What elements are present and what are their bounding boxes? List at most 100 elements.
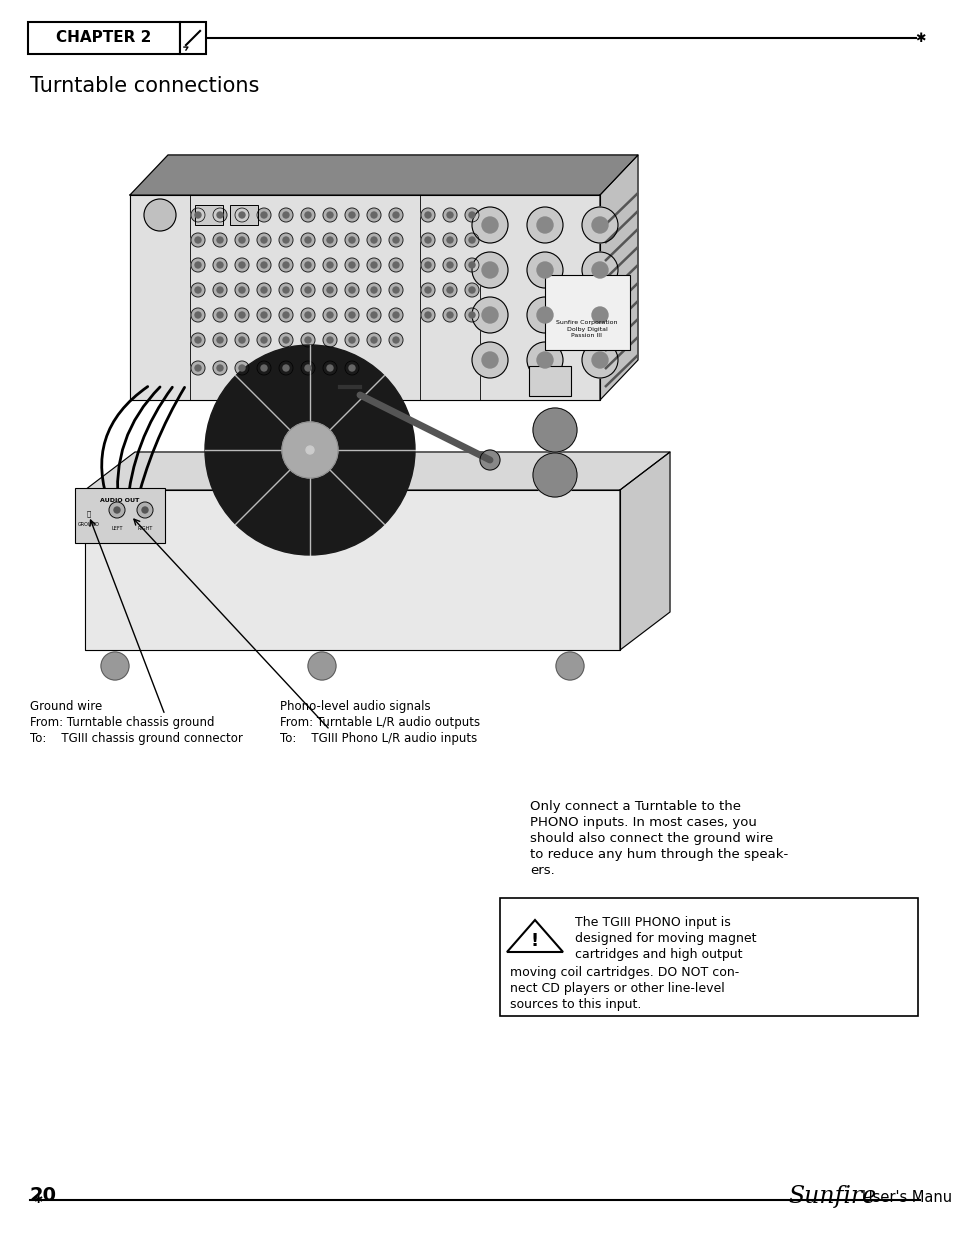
Circle shape [464,233,478,247]
Text: Turntable connections: Turntable connections [30,77,259,96]
FancyBboxPatch shape [75,488,165,543]
Circle shape [301,361,314,375]
Polygon shape [85,452,669,490]
Circle shape [345,361,358,375]
Circle shape [234,361,249,375]
Circle shape [464,258,478,272]
Circle shape [191,333,205,347]
Circle shape [308,652,335,680]
Circle shape [556,652,583,680]
Circle shape [113,508,120,513]
Circle shape [301,283,314,296]
Circle shape [345,333,358,347]
Text: Sunfire: Sunfire [787,1186,875,1209]
Circle shape [327,212,333,219]
Circle shape [537,262,553,278]
Circle shape [191,283,205,296]
Circle shape [234,207,249,222]
Circle shape [234,333,249,347]
Polygon shape [599,156,638,400]
Circle shape [447,237,453,243]
Circle shape [371,337,376,343]
Circle shape [581,342,618,378]
Circle shape [464,308,478,322]
FancyBboxPatch shape [230,205,257,225]
Text: Sunfire Corporation
Dolby Digital
Passion III: Sunfire Corporation Dolby Digital Passio… [556,320,618,338]
Circle shape [194,262,201,268]
Circle shape [424,312,431,317]
Text: To:    TGIII chassis ground connector: To: TGIII chassis ground connector [30,732,243,745]
Circle shape [349,312,355,317]
Circle shape [144,199,175,231]
Circle shape [239,312,245,317]
Circle shape [283,262,289,268]
Circle shape [261,212,267,219]
Circle shape [216,212,223,219]
Text: ✱: ✱ [914,32,924,44]
Circle shape [442,283,456,296]
Polygon shape [130,195,599,400]
Circle shape [526,296,562,333]
Circle shape [581,207,618,243]
Circle shape [234,308,249,322]
Circle shape [301,258,314,272]
Text: From: Turntable chassis ground: From: Turntable chassis ground [30,716,214,729]
Circle shape [481,308,497,324]
Circle shape [389,233,402,247]
Circle shape [442,258,456,272]
Circle shape [278,233,293,247]
Circle shape [424,212,431,219]
Circle shape [256,283,271,296]
Circle shape [472,207,507,243]
Text: nect CD players or other line-level: nect CD players or other line-level [510,982,724,995]
Text: !: ! [531,932,538,950]
Circle shape [256,333,271,347]
Circle shape [420,283,435,296]
Circle shape [278,361,293,375]
Circle shape [327,237,333,243]
Circle shape [323,361,336,375]
Circle shape [371,212,376,219]
Circle shape [447,287,453,293]
Circle shape [234,283,249,296]
Circle shape [239,237,245,243]
Circle shape [424,262,431,268]
Circle shape [424,287,431,293]
Text: PHONO inputs. In most cases, you: PHONO inputs. In most cases, you [530,816,756,829]
Text: cartridges and high output: cartridges and high output [575,948,741,961]
Circle shape [592,308,607,324]
Circle shape [371,237,376,243]
Circle shape [306,446,314,454]
Circle shape [367,207,380,222]
Polygon shape [506,920,562,952]
Circle shape [213,333,227,347]
Circle shape [442,308,456,322]
Circle shape [142,508,148,513]
Circle shape [216,337,223,343]
Text: ers.: ers. [530,864,554,877]
Circle shape [205,345,415,555]
Circle shape [305,212,311,219]
Circle shape [393,237,398,243]
Text: LEFT: LEFT [112,526,123,531]
Circle shape [464,207,478,222]
Circle shape [420,308,435,322]
Circle shape [393,312,398,317]
Circle shape [216,366,223,370]
Text: should also connect the ground wire: should also connect the ground wire [530,832,773,845]
Circle shape [323,258,336,272]
Circle shape [323,308,336,322]
Circle shape [447,212,453,219]
Circle shape [537,217,553,233]
Circle shape [367,258,380,272]
Circle shape [101,652,129,680]
Circle shape [305,237,311,243]
Circle shape [420,207,435,222]
Circle shape [526,207,562,243]
Circle shape [469,287,475,293]
Circle shape [283,312,289,317]
Circle shape [282,422,337,478]
Circle shape [345,283,358,296]
Text: AUDIO OUT: AUDIO OUT [100,498,139,503]
Text: CHAPTER 2: CHAPTER 2 [56,31,152,46]
